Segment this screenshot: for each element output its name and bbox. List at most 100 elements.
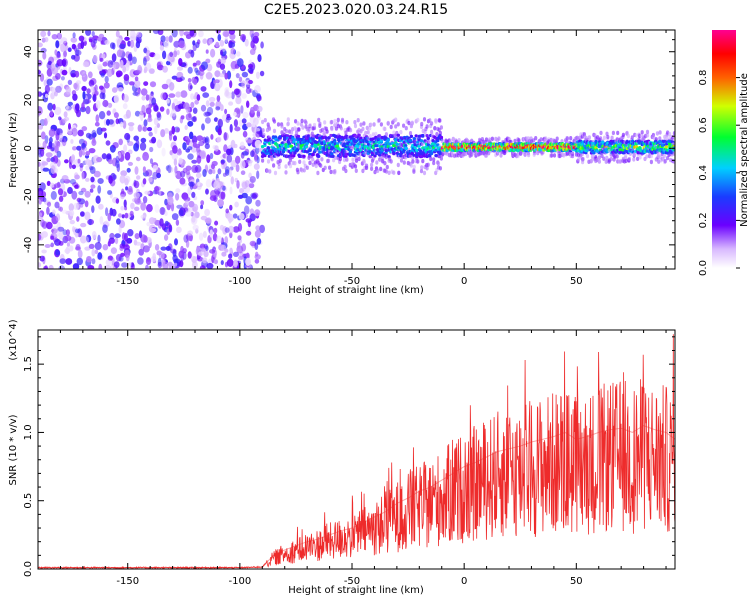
heatmap-cell bbox=[344, 168, 348, 174]
heatmap-cell bbox=[168, 35, 173, 43]
heatmap-cell bbox=[253, 163, 260, 170]
heatmap-cell bbox=[134, 166, 139, 175]
heatmap-cell bbox=[159, 106, 165, 112]
heatmap-cell bbox=[160, 246, 167, 251]
heatmap-cell bbox=[304, 120, 308, 126]
heatmap-cell bbox=[131, 33, 138, 38]
heatmap-cell bbox=[235, 96, 242, 105]
spectrogram-x-axis-label: Height of straight line (km) bbox=[288, 285, 424, 296]
heatmap-cell bbox=[349, 128, 353, 133]
heatmap-cell bbox=[47, 102, 54, 111]
colorbar-label: Normalized spectral amplitude bbox=[739, 73, 750, 227]
heatmap-cell bbox=[78, 198, 86, 205]
heatmap-cell bbox=[91, 129, 97, 139]
heatmap-cell bbox=[531, 138, 536, 143]
heatmap-cell bbox=[180, 90, 188, 98]
heatmap-cell bbox=[123, 199, 127, 208]
heatmap-cell bbox=[97, 37, 103, 42]
heatmap-cell bbox=[198, 30, 204, 38]
y-tick-label: 0.0 bbox=[23, 561, 34, 577]
heatmap-cell bbox=[148, 131, 153, 137]
heatmap-cell bbox=[88, 148, 96, 154]
heatmap-cell bbox=[46, 180, 51, 186]
heatmap-cell bbox=[438, 166, 442, 171]
heatmap-cell bbox=[370, 162, 374, 168]
heatmap-cell bbox=[68, 123, 71, 130]
heatmap-cell bbox=[278, 158, 282, 163]
heatmap-cell bbox=[215, 30, 221, 34]
y-tick-label: 0 bbox=[23, 145, 34, 151]
heatmap-cell bbox=[624, 153, 628, 159]
heatmap-cell bbox=[70, 155, 75, 165]
heatmap-cell bbox=[655, 131, 660, 136]
heatmap-cell bbox=[240, 105, 244, 114]
heatmap-cell bbox=[118, 151, 122, 159]
heatmap-cell bbox=[202, 38, 208, 44]
heatmap-cell bbox=[374, 131, 378, 137]
y-tick-label: 0.5 bbox=[23, 493, 34, 509]
heatmap-cell bbox=[116, 218, 121, 225]
heatmap-cell bbox=[174, 165, 178, 174]
heatmap-cell bbox=[159, 207, 166, 215]
heatmap-cell bbox=[256, 237, 262, 245]
heatmap-cell bbox=[311, 137, 315, 141]
heatmap-cell bbox=[85, 236, 89, 244]
heatmap-cell bbox=[449, 138, 453, 144]
heatmap-cell bbox=[149, 158, 154, 165]
heatmap-cell bbox=[72, 146, 77, 151]
heatmap-cell bbox=[171, 213, 179, 221]
heatmap-cell bbox=[121, 262, 128, 268]
heatmap-cell bbox=[251, 122, 256, 128]
heatmap-cell bbox=[430, 129, 434, 135]
heatmap-cell bbox=[145, 264, 149, 269]
heatmap-cell bbox=[534, 136, 538, 141]
heatmap-cell bbox=[205, 217, 212, 225]
heatmap-cell bbox=[106, 110, 111, 116]
heatmap-cell bbox=[156, 111, 161, 118]
heatmap-cell bbox=[333, 123, 337, 128]
heatmap-cell bbox=[145, 257, 152, 265]
heatmap-cell bbox=[133, 79, 141, 88]
heatmap-cell bbox=[412, 164, 416, 170]
heatmap-cell bbox=[311, 153, 315, 157]
heatmap-cell bbox=[65, 104, 70, 110]
heatmap-cell bbox=[58, 195, 64, 202]
heatmap-cell bbox=[517, 138, 521, 143]
heatmap-cell bbox=[205, 49, 209, 54]
heatmap-cell bbox=[90, 40, 96, 48]
heatmap-cell bbox=[621, 148, 625, 152]
heatmap-cell bbox=[187, 153, 194, 160]
heatmap-cell bbox=[133, 192, 140, 199]
heatmap-cell bbox=[658, 154, 662, 159]
heatmap-cell bbox=[395, 142, 399, 146]
heatmap-cell bbox=[213, 79, 217, 84]
heatmap-cell bbox=[205, 100, 210, 107]
heatmap-cell bbox=[438, 130, 442, 136]
snr-line bbox=[37, 334, 676, 570]
colorbar-tick-label: 0.6 bbox=[698, 117, 709, 133]
heatmap-cell bbox=[371, 146, 375, 150]
heatmap-cell bbox=[38, 42, 43, 48]
heatmap-cell bbox=[149, 81, 157, 88]
heatmap-cell bbox=[38, 59, 43, 67]
heatmap-cell bbox=[139, 142, 147, 151]
heatmap-cell bbox=[108, 119, 114, 125]
heatmap-cell bbox=[241, 118, 247, 124]
heatmap-cell bbox=[222, 172, 227, 177]
heatmap-cell bbox=[302, 147, 306, 151]
heatmap-cell bbox=[658, 136, 662, 141]
heatmap-cell bbox=[184, 124, 188, 131]
heatmap-cell bbox=[91, 258, 96, 265]
heatmap-cell bbox=[206, 154, 211, 164]
heatmap-cell bbox=[142, 245, 150, 253]
heatmap-cell bbox=[356, 118, 360, 123]
heatmap-cell bbox=[187, 251, 192, 259]
heatmap-cell bbox=[134, 206, 140, 211]
heatmap-cell bbox=[581, 156, 585, 162]
heatmap-cell bbox=[296, 121, 300, 126]
heatmap-cell bbox=[565, 139, 569, 144]
heatmap-cell bbox=[50, 242, 54, 248]
heatmap-cell bbox=[65, 86, 71, 95]
heatmap-cell bbox=[77, 129, 84, 137]
heatmap-cell bbox=[176, 66, 184, 71]
